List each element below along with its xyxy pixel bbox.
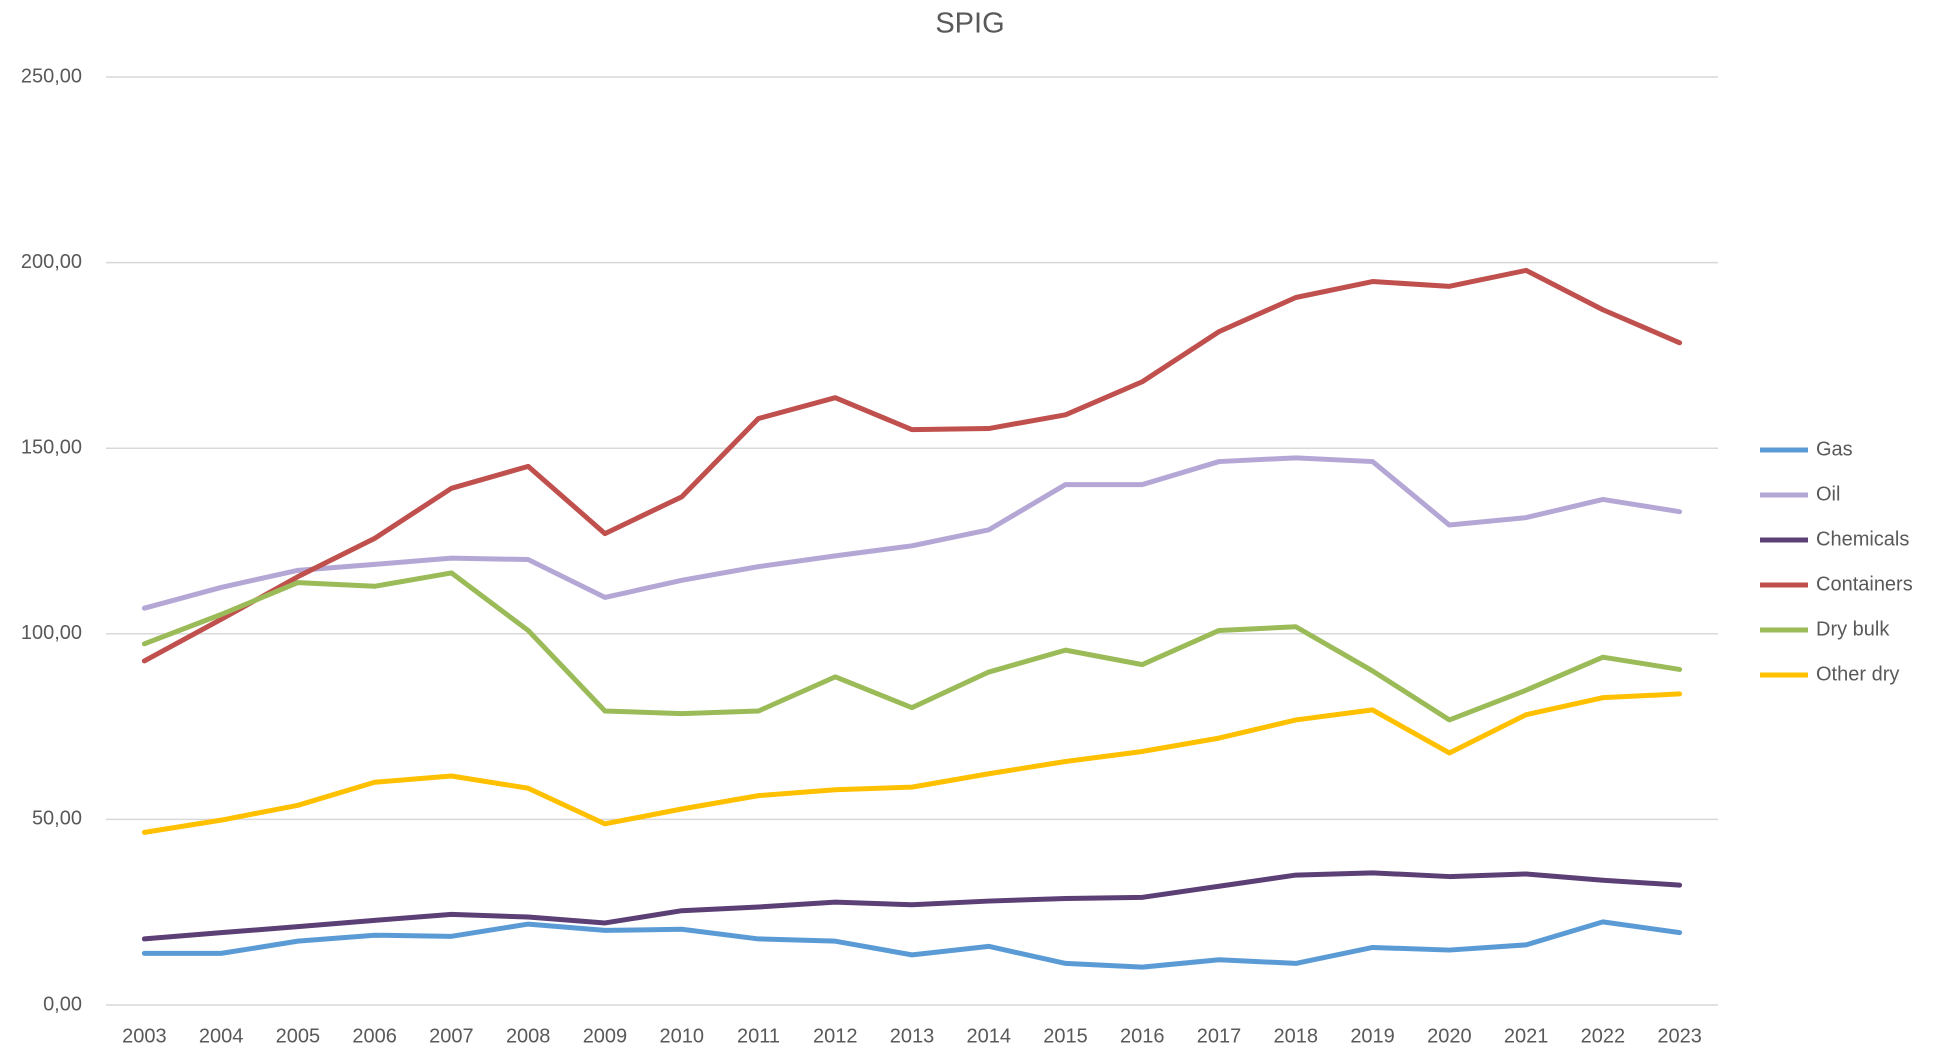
series-line — [141, 570, 1683, 723]
x-tick-label: 2004 — [199, 1025, 244, 1047]
x-tick-label: 2021 — [1504, 1025, 1549, 1047]
x-tick-label: 2014 — [967, 1025, 1012, 1047]
x-tick-label: 2016 — [1120, 1025, 1165, 1047]
series-line — [141, 919, 1683, 970]
x-tick-label: 2006 — [352, 1025, 397, 1047]
x-tick-label: 2022 — [1581, 1025, 1626, 1047]
x-tick-label: 2011 — [737, 1025, 780, 1047]
legend-label: Other dry — [1816, 663, 1899, 685]
y-tick-label: 200,00 — [21, 251, 82, 273]
x-tick-label: 2008 — [506, 1025, 551, 1047]
y-tick-label: 100,00 — [21, 622, 82, 644]
series-line — [141, 267, 1683, 664]
x-tick-label: 2009 — [583, 1025, 628, 1047]
x-tick-label: 2018 — [1274, 1025, 1319, 1047]
legend-label: Chemicals — [1816, 528, 1909, 550]
x-tick-label: 2020 — [1427, 1025, 1472, 1047]
y-tick-label: 50,00 — [32, 808, 82, 830]
x-tick-label: 2005 — [276, 1025, 321, 1047]
legend-label: Containers — [1816, 573, 1913, 595]
y-tick-label: 150,00 — [21, 436, 82, 458]
x-tick-label: 2017 — [1197, 1025, 1242, 1047]
chart-title: SPIG — [935, 8, 1004, 40]
x-tick-label: 2003 — [122, 1025, 167, 1047]
x-tick-label: 2013 — [890, 1025, 935, 1047]
series-line — [141, 870, 1683, 942]
y-tick-label: 250,00 — [21, 65, 82, 87]
legend-label: Dry bulk — [1816, 618, 1890, 640]
x-tick-label: 2007 — [429, 1025, 474, 1047]
series-line — [141, 691, 1683, 835]
x-tick-label: 2012 — [813, 1025, 858, 1047]
x-tick-label: 2010 — [659, 1025, 704, 1047]
x-tick-label: 2019 — [1350, 1025, 1395, 1047]
x-tick-label: 2015 — [1043, 1025, 1088, 1047]
series-line — [141, 455, 1683, 611]
legend-label: Oil — [1816, 483, 1840, 505]
x-tick-label: 2023 — [1657, 1025, 1702, 1047]
y-tick-label: 0,00 — [43, 993, 82, 1015]
legend-label: Gas — [1816, 438, 1853, 460]
